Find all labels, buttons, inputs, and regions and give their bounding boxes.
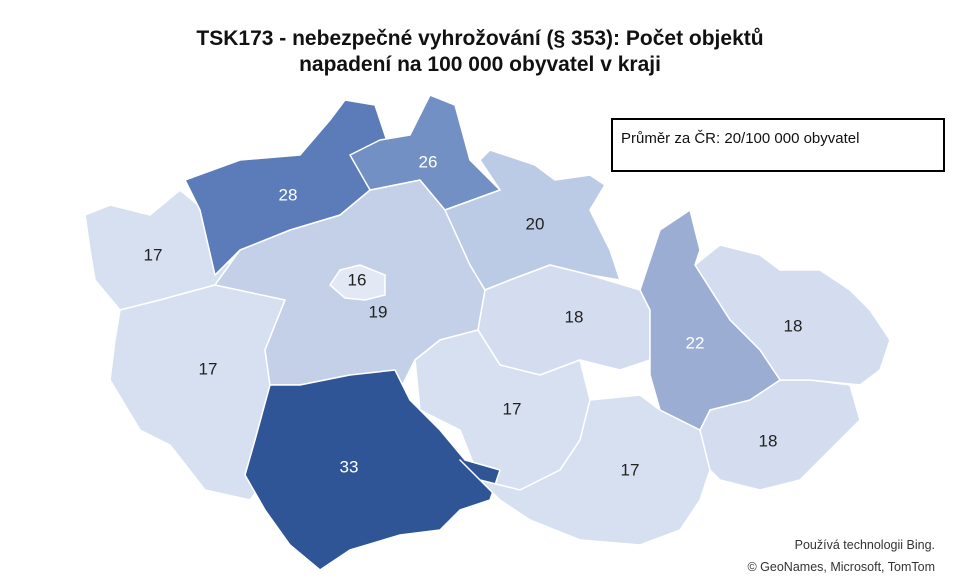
region-label: 18 <box>565 307 584 326</box>
region-label: 18 <box>759 431 778 450</box>
attribution-line: © GeoNames, Microsoft, TomTom <box>747 560 936 574</box>
region-label: 33 <box>340 457 359 476</box>
region-label: 18 <box>784 316 803 335</box>
region-label: 16 <box>348 270 367 289</box>
region-label: 17 <box>199 359 218 378</box>
region-label: 22 <box>686 333 705 352</box>
region <box>244 369 501 571</box>
attribution-line: Používá technologii Bing. <box>794 538 935 552</box>
region-label: 26 <box>419 152 438 171</box>
region <box>349 94 501 211</box>
map-title: TSK173 - nebezpečné vyhrožování (§ 353):… <box>196 27 764 76</box>
region-label: 19 <box>369 302 388 321</box>
region <box>639 209 781 431</box>
attribution: Používá technologii Bing. © GeoNames, Mi… <box>748 534 936 578</box>
region-label: 20 <box>526 214 545 233</box>
region-label: 17 <box>144 245 163 264</box>
region-label: 17 <box>503 399 522 418</box>
region-label: 28 <box>279 185 298 204</box>
region <box>329 264 386 301</box>
region-label: 17 <box>621 460 640 479</box>
average-note: Průměr za ČR: 20/100 000 obyvatel <box>611 118 945 172</box>
